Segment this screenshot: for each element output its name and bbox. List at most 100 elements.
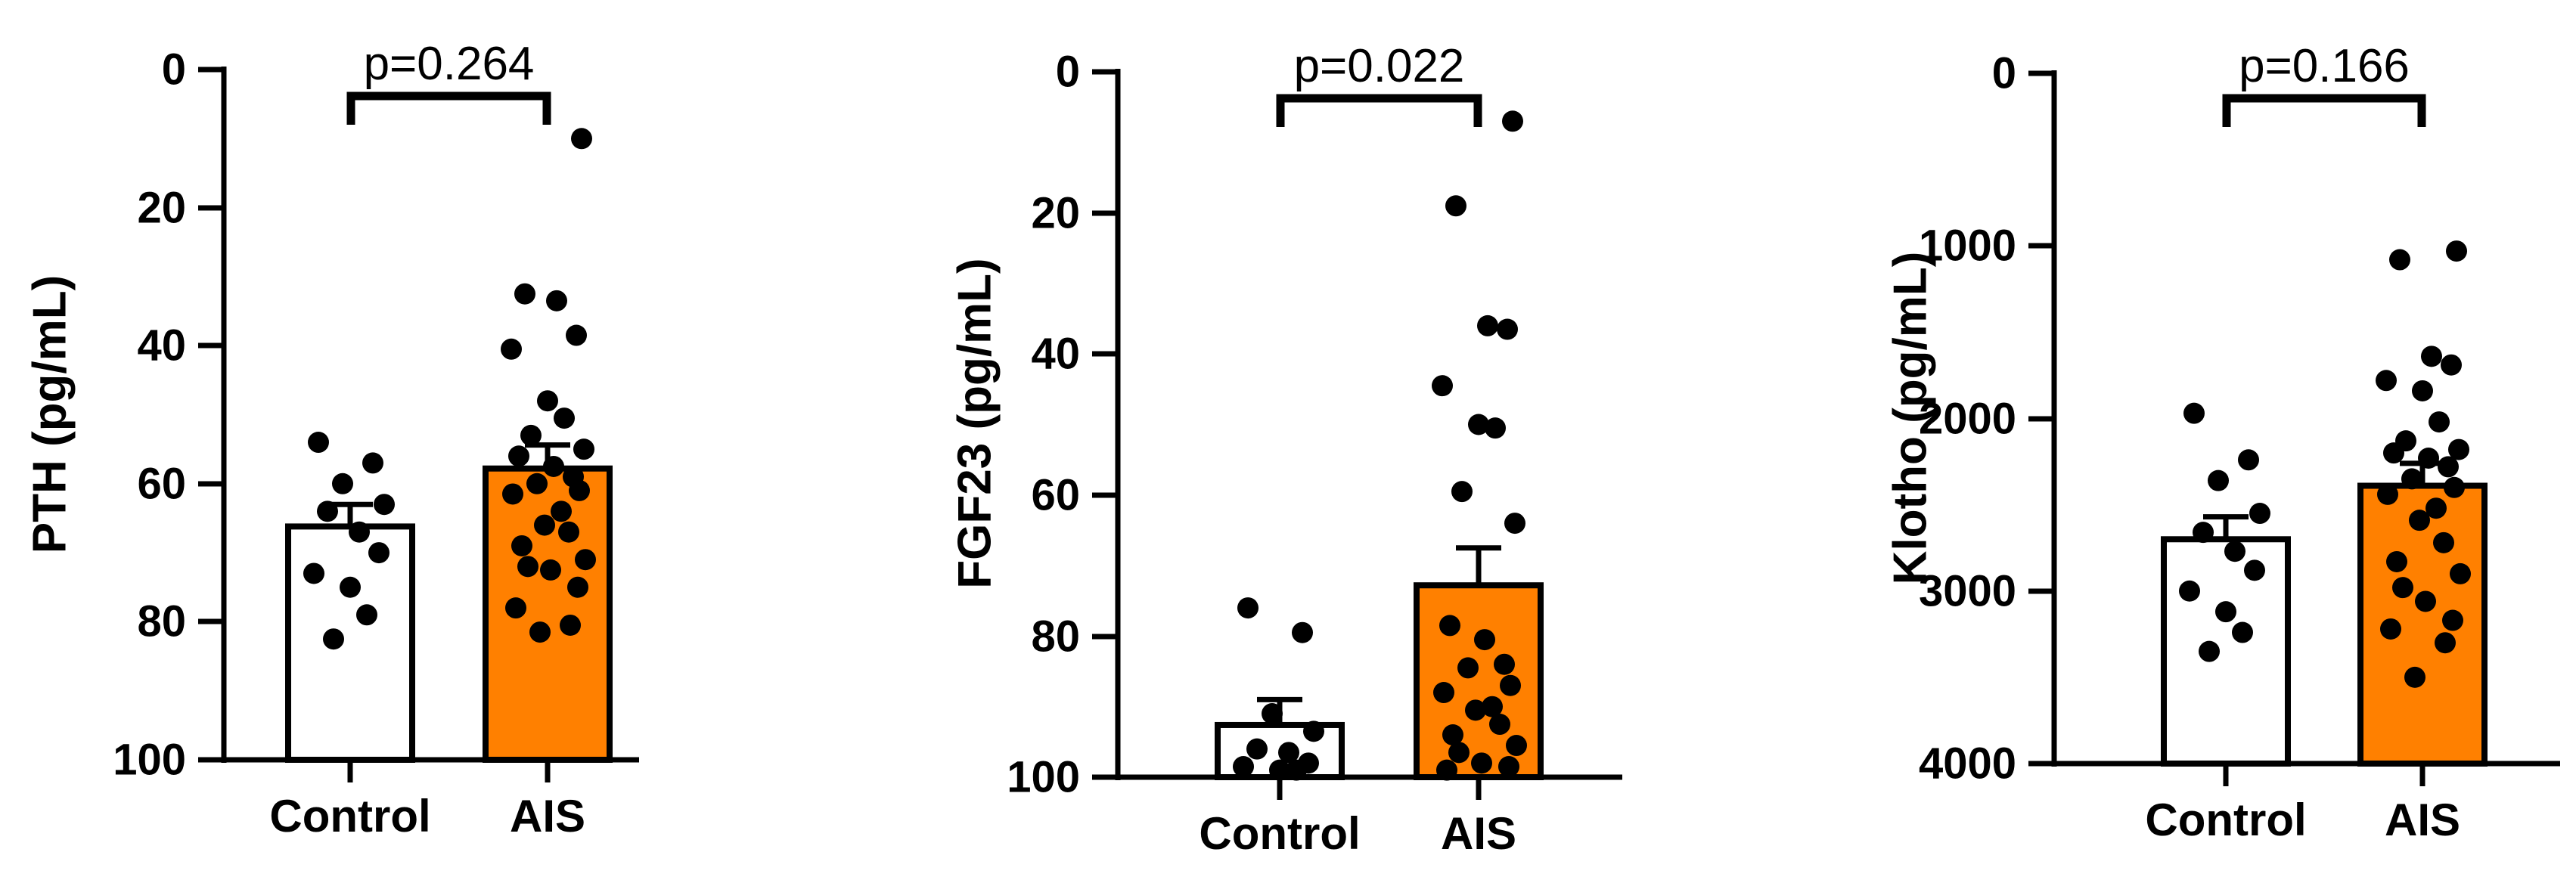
data-point-ais [1451,481,1473,503]
data-point-ais [2386,550,2407,572]
significance-bracket [1276,94,1482,127]
y-tick-label: 0 [1992,49,2016,98]
data-point-ais [529,621,551,643]
y-axis-title: FGF23 (pg/mL) [948,258,1001,588]
data-point-control [1262,703,1283,725]
data-point-ais [2412,380,2433,401]
y-tick-label: 0 [1056,48,1080,97]
data-point-ais [546,290,567,311]
y-tick-label: 0 [162,45,186,95]
data-point-control [332,473,353,494]
panel-klotho: Klotho (pg/mL) 0 1000 2000 3000 4000 Control AI… [1884,40,2560,845]
y-axis-title: PTH (pg/mL) [23,275,76,554]
y-tick-label: 3000 [1919,567,2016,616]
data-point-ais [2441,354,2462,376]
y-tick-label: 60 [1031,471,1080,520]
data-point-ais [1504,513,1525,535]
data-point-ais [2446,240,2467,262]
data-point-control [2232,621,2253,643]
data-point-ais [558,521,579,543]
y-tick-label: 1000 [1919,222,2016,271]
data-point-ais [1448,742,1470,764]
data-point-control [2199,640,2220,662]
data-point-ais [566,324,587,346]
data-point-control [1286,759,1307,781]
significance-bracket [346,91,551,125]
data-point-ais [569,479,590,501]
y-tick-label: 60 [137,460,186,509]
data-point-ais [1442,724,1463,746]
data-point-ais [554,407,575,429]
data-point-control [2208,469,2229,491]
data-point-ais [1485,417,1506,439]
x-label-control: Control [269,791,430,841]
data-point-ais [1439,615,1460,637]
data-point-control [374,494,395,516]
data-point-control [1278,742,1299,764]
data-point-control [2193,522,2214,544]
data-point-ais [2450,562,2471,584]
data-point-ais [2425,497,2447,519]
data-point-ais [2376,370,2397,392]
data-point-ais [2435,632,2456,654]
x-label-control: Control [2145,795,2306,845]
data-point-ais [534,514,555,536]
data-point-ais [1457,657,1479,679]
data-point-control [340,576,361,598]
data-point-ais [543,455,564,477]
data-point-ais [526,473,548,494]
data-point-control [1246,738,1268,760]
panel-fgf23: FGF23 (pg/mL) 0 20 40 60 80 100 Control AIS p=0.0… [948,40,1622,859]
significance-bracket [2222,94,2426,127]
data-point-ais [2444,476,2465,498]
data-point-control [2238,449,2259,471]
data-point-ais [502,483,523,505]
y-tick-label: 4000 [1919,739,2016,789]
data-point-ais [1465,699,1486,721]
data-point-ais [2409,510,2430,531]
data-point-control [317,500,338,522]
data-point-ais [573,438,594,460]
data-point-control [2244,559,2265,581]
data-point-ais [520,424,542,446]
data-point-ais [2377,483,2398,505]
data-point-ais [1468,414,1489,435]
data-point-ais [2429,411,2450,433]
y-tick-label: 80 [1031,612,1080,662]
data-point-ais [2448,438,2469,460]
data-point-ais [551,500,572,522]
data-point-ais [1489,714,1510,736]
data-point-ais [1482,696,1503,717]
p-value-label: p=0.166 [2239,40,2410,92]
x-label-ais: AIS [2385,795,2460,845]
data-point-ais [575,549,596,571]
data-point-ais [537,390,558,412]
y-tick-label: 100 [1007,753,1080,802]
x-label-control: Control [1199,808,1360,859]
data-point-ais [1436,759,1457,781]
data-point-ais [2415,590,2436,612]
data-point-ais [1506,735,1527,757]
data-point-control [1233,756,1254,778]
data-point-control [2183,402,2205,424]
data-point-ais [2380,618,2401,640]
y-tick-label: 40 [1031,330,1080,379]
data-point-ais [517,556,538,578]
data-point-ais [2421,345,2442,367]
y-tick-label: 80 [137,597,186,646]
data-point-control [2249,503,2270,525]
data-point-ais [1471,752,1492,774]
p-value-label: p=0.022 [1294,40,1465,92]
data-point-control [349,521,370,543]
data-point-control [1292,621,1313,643]
data-point-control [323,628,344,650]
y-tick-label: 20 [137,184,186,233]
y-tick-label: 2000 [1919,395,2016,444]
data-point-control [2215,601,2236,623]
data-point-ais [2389,249,2410,271]
data-point-control [2179,580,2200,602]
data-point-ais [2442,609,2463,631]
data-point-ais [567,576,588,598]
bar-ais [483,465,613,763]
y-axis-title: Klotho (pg/mL) [1884,252,1936,585]
